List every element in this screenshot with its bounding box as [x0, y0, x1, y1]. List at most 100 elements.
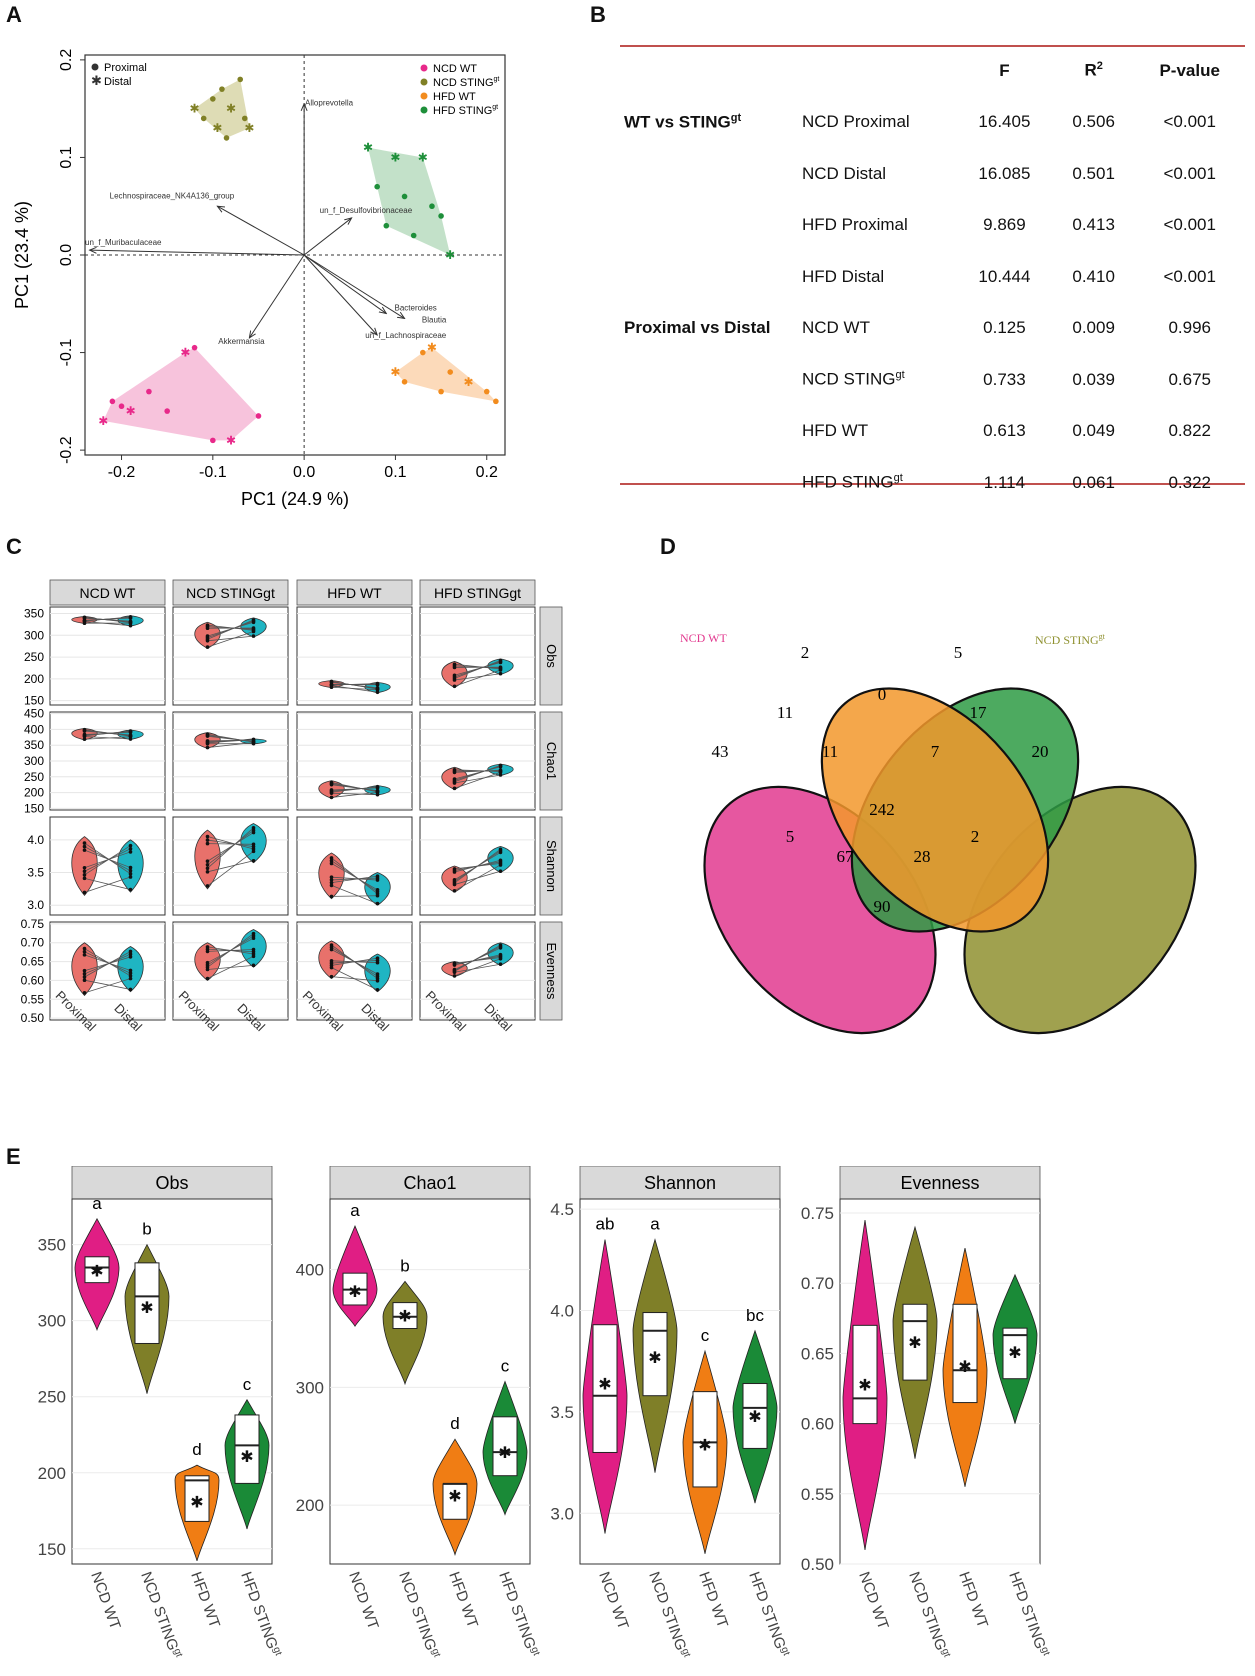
group-hull — [194, 79, 250, 138]
x-tick-label: HFD WT — [445, 1570, 481, 1631]
x-tick-label: NCD WT — [87, 1570, 123, 1632]
y-tick-label: 200 — [24, 786, 44, 800]
loading-label: Akkermansia — [218, 337, 265, 346]
paired-point — [375, 874, 380, 878]
paired-line — [84, 951, 131, 978]
box — [492, 1416, 518, 1477]
paired-line — [331, 792, 378, 796]
y-tick-label: 4.5 — [550, 1200, 574, 1219]
venn-count: 90 — [874, 897, 891, 916]
group-label-cell — [620, 406, 798, 458]
paired-point — [128, 875, 133, 879]
paired-point — [375, 686, 380, 690]
paired-line — [331, 967, 378, 991]
proximal-point — [438, 213, 444, 219]
table-row: HFD STINGgt 1.114 0.061 0.322 — [620, 457, 1245, 509]
paired-point — [498, 768, 503, 772]
paired-point — [498, 858, 503, 863]
proximal-point — [410, 232, 417, 239]
value-r2: 0.049 — [1072, 421, 1115, 441]
x-tick-label: NCD WT — [345, 1570, 381, 1632]
value-r2: 0.061 — [1072, 472, 1115, 492]
paired-line — [84, 876, 131, 893]
paired-line — [454, 765, 501, 783]
violin-panel-obs: Obs 350 300 250 200 150 ✱ a NCD WT ✱ b NCD STINGgt ✱… — [38, 1166, 284, 1659]
panel-label-b: B — [590, 2, 606, 27]
paired-point — [128, 955, 133, 959]
paired-point — [375, 956, 380, 960]
paired-line — [207, 827, 254, 869]
x-tick-label: 0.1 — [384, 464, 406, 481]
facet-panel — [419, 921, 536, 1021]
x-tick-label: HFD STINGgt — [1005, 1570, 1052, 1660]
proximal-point — [241, 115, 248, 122]
paired-point — [205, 838, 210, 842]
y-tick-label: 400 — [24, 722, 44, 736]
paired-point — [82, 729, 87, 733]
box — [234, 1414, 260, 1484]
significance-letter: c — [501, 1357, 510, 1376]
paired-point — [82, 737, 87, 742]
paired-point — [82, 890, 87, 895]
proximal-point — [493, 398, 499, 405]
paired-point — [82, 991, 87, 995]
paired-line — [331, 863, 378, 891]
paired-point — [205, 884, 210, 888]
table-row: HFD Distal 10.444 0.410 <0.001 — [620, 251, 1245, 303]
y-tick-label: 0.55 — [801, 1485, 834, 1504]
group-label-cell — [620, 251, 798, 303]
venn-count: 43 — [712, 742, 729, 761]
y-tick-label: 150 — [24, 801, 44, 815]
facet-panel — [296, 711, 413, 811]
paired-point — [128, 987, 133, 992]
paired-point — [82, 953, 87, 957]
distal-point: ✱ — [98, 414, 108, 428]
paired-line — [454, 963, 501, 973]
distal-point: ✱ — [445, 248, 455, 262]
mean-marker: ✱ — [498, 1445, 511, 1462]
comparison-cell: NCD WT — [802, 318, 870, 338]
value-f: 9.869 — [983, 215, 1026, 235]
paired-point — [82, 734, 87, 739]
paired-point — [251, 826, 256, 830]
y-tick-label: 250 — [24, 650, 44, 664]
proximal-point — [164, 408, 170, 414]
paired-point — [251, 618, 256, 622]
y-tick-label: 3.5 — [550, 1403, 574, 1422]
paired-line — [331, 949, 378, 975]
paired-point — [329, 878, 334, 882]
paired-point — [128, 846, 133, 851]
facet-column-label: NCD WT — [80, 585, 136, 601]
distal-point: ✱ — [244, 121, 254, 135]
value-p: <0.001 — [1163, 215, 1216, 235]
paired-point — [82, 946, 87, 951]
facet-strip-row: Obs — [539, 606, 563, 706]
x-tick-label: NCD STINGgt — [645, 1570, 692, 1661]
paired-line — [207, 619, 254, 640]
facet-panel — [49, 921, 166, 1021]
loading-arrow — [303, 254, 377, 335]
paired-point — [205, 870, 210, 874]
x-tick-label: -0.1 — [199, 464, 227, 481]
distal-point: ✱ — [390, 365, 400, 379]
y-tick-label: 350 — [38, 1236, 66, 1255]
comparison-cell: HFD Proximal — [802, 215, 908, 235]
facet-row-label: Chao1 — [544, 742, 559, 780]
group-label-cell — [620, 200, 798, 252]
loading-arrow — [249, 254, 305, 338]
significance-letter: b — [400, 1256, 409, 1275]
paired-line — [84, 845, 131, 876]
mean-marker: ✱ — [748, 1409, 761, 1426]
paired-point — [452, 781, 457, 785]
value-f: 0.125 — [983, 318, 1026, 338]
value-p: 0.675 — [1168, 369, 1211, 389]
paired-point — [205, 734, 210, 738]
pca-x-axis-label: PC1 (24.9 %) — [241, 489, 349, 509]
paired-point — [329, 974, 334, 979]
paired-point — [205, 967, 210, 972]
venn-count: 20 — [1032, 742, 1049, 761]
paired-point — [329, 791, 334, 795]
significance-letter: a — [350, 1201, 360, 1220]
venn-count: 7 — [931, 742, 940, 761]
violin-panel-chao1: Chao1 400 300 200 ✱ a NCD WT ✱ b NCD STINGgt ✱ d HFD… — [296, 1166, 542, 1659]
